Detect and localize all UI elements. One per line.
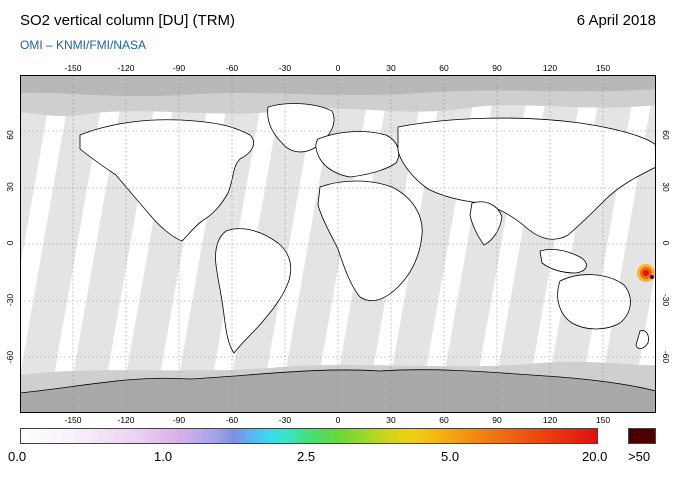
- lon-tick-bottom: 0: [335, 415, 341, 425]
- lon-tick-bottom: 120: [542, 415, 558, 425]
- lon-tick-top: 90: [492, 63, 502, 73]
- lon-tick-top: 120: [542, 63, 558, 73]
- north-america: [79, 119, 254, 242]
- lon-tick-top: -120: [117, 63, 135, 73]
- south-america: [215, 228, 292, 354]
- maritime-southeast-asia: [539, 249, 587, 274]
- lon-tick-top: -150: [64, 63, 82, 73]
- lon-tick-top: -90: [172, 63, 186, 73]
- colorbar: [20, 428, 598, 444]
- colorbar-label: >50: [628, 449, 651, 464]
- new-zealand: [635, 330, 649, 349]
- lon-tick-top: -30: [278, 63, 292, 73]
- lon-tick-bottom: 30: [386, 415, 396, 425]
- lat-tick-right: -30: [661, 293, 671, 307]
- lon-tick-bottom: -90: [172, 415, 186, 425]
- colorbar-label: 2.5: [297, 449, 316, 464]
- lon-tick-bottom: 150: [595, 415, 611, 425]
- lat-tick-left: 60: [5, 130, 15, 140]
- lat-tick-right: 60: [661, 130, 671, 140]
- colorbar-label: 1.0: [154, 449, 173, 464]
- lon-tick-bottom: -120: [117, 415, 135, 425]
- europe: [315, 131, 400, 178]
- map-title: SO2 vertical column [DU] (TRM): [20, 12, 236, 29]
- colorbar-label: 5.0: [441, 449, 460, 464]
- continents: [20, 103, 656, 413]
- india: [469, 201, 503, 246]
- lon-tick-top: 60: [439, 63, 449, 73]
- australia: [557, 274, 631, 330]
- lon-tick-bottom: -60: [225, 415, 239, 425]
- lat-tick-left: 30: [5, 182, 15, 192]
- lat-tick-left: -60: [5, 350, 15, 364]
- lon-tick-bottom: -30: [278, 415, 292, 425]
- lat-tick-right: 30: [661, 182, 671, 192]
- lon-tick-bottom: 90: [492, 415, 502, 425]
- lon-tick-bottom: -150: [64, 415, 82, 425]
- lon-tick-top: 30: [386, 63, 396, 73]
- colorbar-label: 20.0: [582, 449, 608, 464]
- data-credit: OMI – KNMI/FMI/NASA: [20, 38, 147, 52]
- lon-tick-top: 0: [335, 63, 341, 73]
- colorbar-max-swatch: [628, 428, 656, 444]
- colorbar-label: 0.0: [8, 449, 27, 464]
- lat-tick-left: 0: [5, 240, 15, 246]
- map-date: 6 April 2018: [576, 12, 656, 29]
- africa: [317, 180, 423, 301]
- lat-tick-right: 0: [661, 240, 671, 246]
- lat-tick-left: -30: [5, 293, 15, 307]
- so2-hotspot: [637, 264, 655, 282]
- asia: [397, 117, 656, 240]
- lon-tick-top: 150: [595, 63, 611, 73]
- so2-world-map: [20, 75, 656, 413]
- lon-tick-bottom: 60: [439, 415, 449, 425]
- lat-tick-right: -60: [661, 350, 671, 364]
- lon-tick-top: -60: [225, 63, 239, 73]
- graticule: [20, 75, 656, 413]
